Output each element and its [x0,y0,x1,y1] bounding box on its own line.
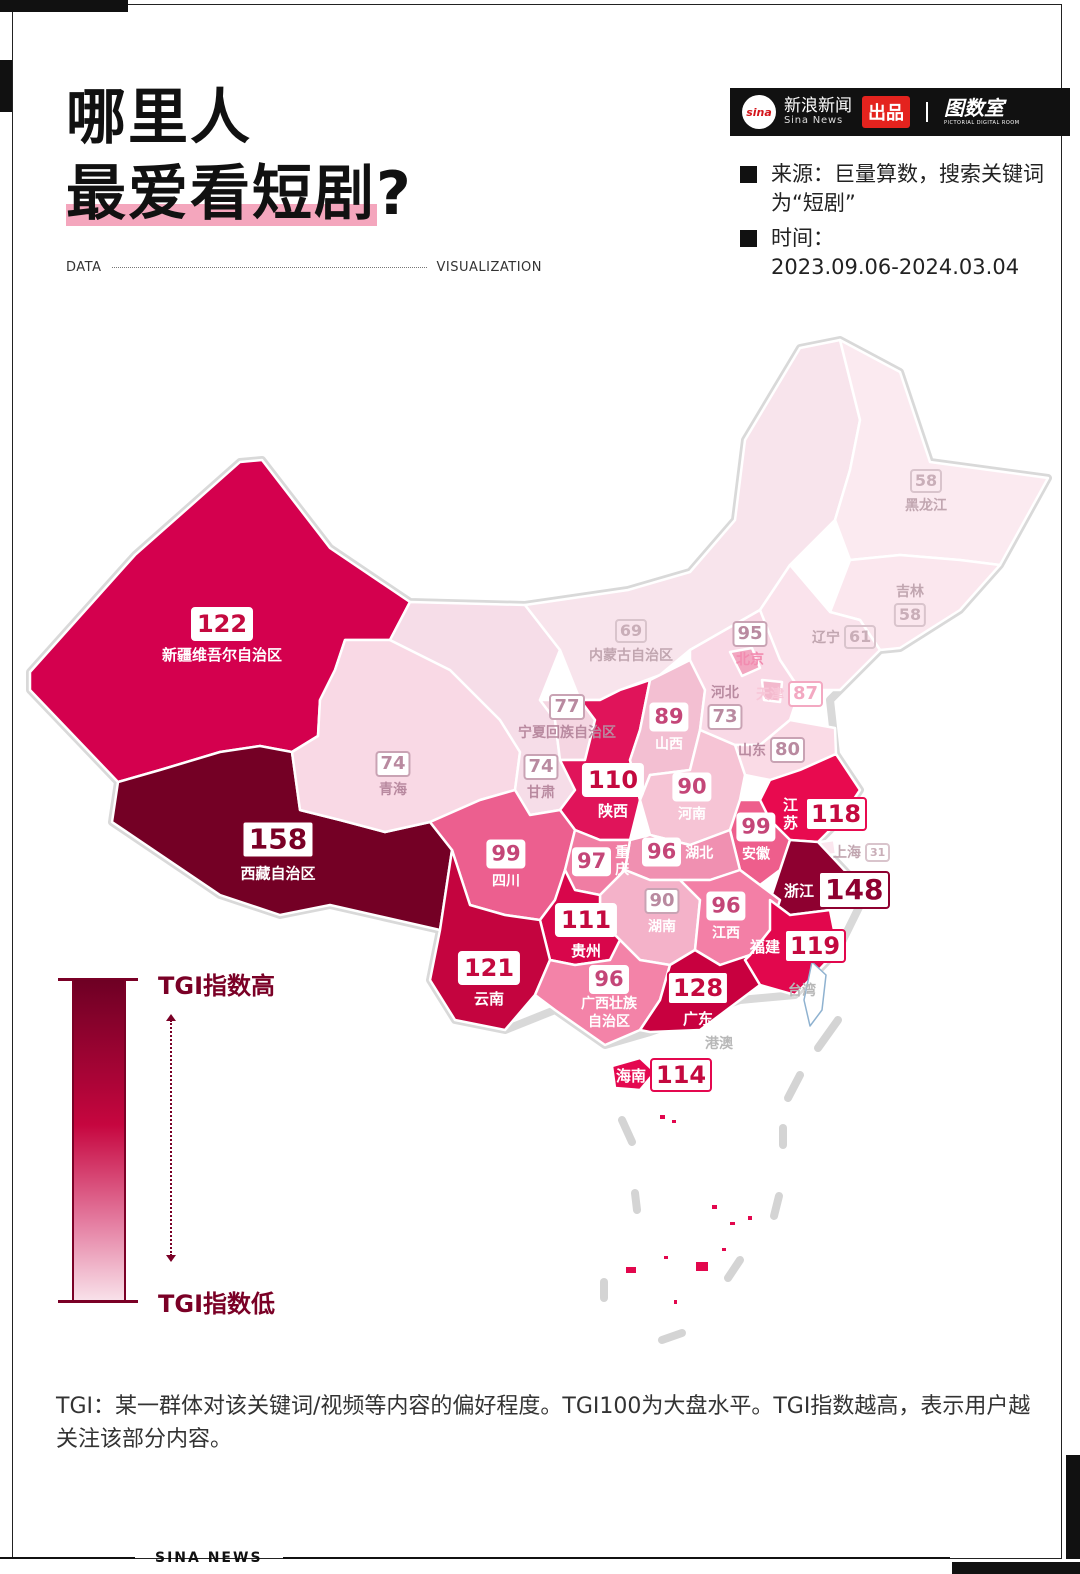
nine-dash-line [600,1016,842,1344]
label-liaoning: 辽宁 61 [812,625,877,649]
legend-low-label: TGI指数低 [158,1290,275,1318]
footer-text: SINA NEWS [155,1550,263,1566]
tagline: DATA VISUALIZATION [66,260,542,275]
legend-cap-bottom [58,1300,138,1303]
label-anhui: 99 安徽 [736,812,776,864]
region-hainan [610,1056,657,1092]
sina-news-name: 新浪新闻 Sina News [784,95,852,126]
source-info: 来源：巨量算数，搜索关键词为“短剧” 时间： 2023.09.06-2024.03… [740,160,1060,282]
label-guizhou: 111 贵州 [554,903,618,961]
region-heilongjiang [833,338,1050,567]
tagline-right: VISUALIZATION [436,260,542,275]
label-guangxi: 96 广西壮族自治区 [581,965,637,1030]
corner-mark [1066,1455,1080,1559]
corner-mark [0,60,12,112]
produced-tag: 出品 [862,96,910,128]
legend-gradient-bar [72,980,126,1302]
page-title: 哪里人 最爱看短剧? [66,80,413,232]
label-hubei: 96 湖北 [642,837,713,867]
label-jiangsu: 江苏 118 [783,796,868,832]
label-shanghai: 上海 31 [833,842,891,862]
label-tianjin: 天津 87 [756,681,824,707]
label-ningxia: 77 宁夏回族自治区 [518,694,616,741]
footer: SINA NEWS [0,1550,1080,1566]
source-text: 来源：巨量算数，搜索关键词为“短剧” [771,162,1044,215]
label-jiangxi: 96 江西 [706,891,746,943]
legend-cap-top [58,978,138,981]
label-shandong: 山东 80 [738,737,806,763]
label-hunan: 90 湖南 [644,888,680,936]
label-xinjiang: 122 新疆维吾尔自治区 [162,607,282,665]
time-info: 时间： 2023.09.06-2024.03.04 [771,226,1020,279]
tagline-left: DATA [66,260,102,275]
legend-arrow-icon [166,1014,176,1262]
label-hk-macao: 港澳 [705,1036,733,1052]
label-chongqing: 97 重庆 [572,845,631,879]
label-fujian: 福建 119 [750,929,847,963]
label-heilongjiang: 58 黑龙江 [905,469,947,514]
label-yunnan: 121 云南 [457,951,521,1009]
label-qinghai: 74 青海 [375,751,411,799]
region-tianjin [760,678,784,704]
title-line-1: 哪里人 [66,83,252,153]
brand-logo: 图数室 PICTORIAL DIGITAL ROOM [944,96,1020,126]
logo-bar: sina 新浪新闻 Sina News 出品 图数室 PICTORIAL DIGI… [730,88,1070,136]
label-zhejiang: 浙江 148 [784,871,891,909]
label-sichuan: 99 四川 [486,839,526,891]
label-taiwan: 台湾 [788,983,816,999]
region-taiwan [803,961,827,1027]
label-beijing: 95 北京 [732,621,768,669]
label-hebei: 河北 73 [707,680,743,730]
corner-mark [0,0,128,12]
logo-divider [926,102,928,122]
sea-islands [626,1115,752,1304]
bullet-icon [740,230,757,247]
label-shanxi: 89 山西 [649,702,689,754]
tagline-divider [111,267,427,268]
bullet-icon [740,166,757,183]
region-beijing [728,646,762,678]
title-highlight [66,204,377,226]
label-gansu: 74 甘肃 [523,754,559,802]
corner-mark [952,1562,1080,1574]
label-shaanxi: 110 陕西 [581,763,645,821]
label-tibet: 158 西藏自治区 [240,820,316,883]
title-line-2: 最爱看短剧? [66,159,413,229]
label-hainan: 海南 114 [616,1058,713,1092]
label-jilin: 吉林 58 [893,579,927,627]
sina-logo-icon: sina [742,95,776,129]
legend-high-label: TGI指数高 [158,972,275,1000]
footnote: TGI：某一群体对该关键词/视频等内容的偏好程度。TGI100为大盘水平。TGI… [56,1394,1031,1452]
label-inner-mongolia: 69 内蒙古自治区 [589,619,673,664]
label-guangdong: 128 广东 [666,971,730,1029]
label-henan: 90 河南 [672,772,712,824]
